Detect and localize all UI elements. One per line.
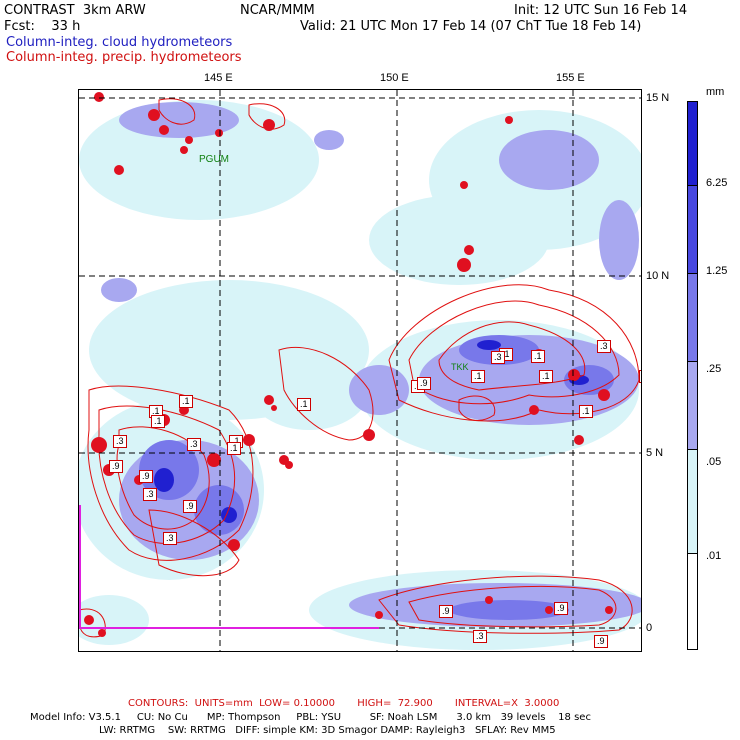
domain-boundary: [79, 505, 379, 629]
contour-value-label: .9: [109, 460, 123, 473]
map-plot-area: PGUM TKK .1.1.3.1.1.3.9.9.3.9.1.1.3.9.1.…: [78, 89, 642, 652]
colorbar-label: .01: [706, 550, 722, 562]
contour-value-label: .1: [539, 370, 553, 383]
map-canvas: PGUM TKK: [79, 90, 641, 651]
contour-value-label: .9: [439, 605, 453, 618]
contour-value-label: .9: [417, 377, 431, 390]
contour-value-label: .9: [554, 602, 568, 615]
contour-value-label: .1: [531, 350, 545, 363]
contour-value-label: .9: [139, 470, 153, 483]
valid-time: Valid: 21 UTC Mon 17 Feb 14 (07 ChT Tue …: [300, 19, 642, 34]
colorbar-segment: [688, 274, 697, 362]
precip-field-title: Column-integ. precip. hydrometeors: [6, 50, 242, 65]
colorbar-segment: [688, 450, 697, 554]
init-time: Init: 12 UTC Sun 16 Feb 14: [514, 3, 688, 18]
contour-value-label: .3: [639, 370, 641, 383]
contour-value-label: .3: [597, 340, 611, 353]
org-label: NCAR/MMM: [240, 3, 315, 18]
contour-info: CONTOURS: UNITS=mm LOW= 0.10000 HIGH= 72…: [128, 698, 560, 709]
lon-label-155: 155 E: [556, 72, 585, 84]
contour-value-label: .1: [151, 415, 165, 428]
colorbar-label: .25: [706, 363, 722, 375]
colorbar-segment: [688, 554, 697, 649]
colorbar-segment: [688, 362, 697, 450]
model-info: Model Info: V3.5.1 CU: No Cu MP: Thompso…: [30, 712, 591, 723]
contour-value-label: .3: [473, 630, 487, 643]
contour-value-label: .3: [143, 488, 157, 501]
contour-value-label: .9: [594, 635, 608, 648]
colorbar-label: 1.25: [706, 265, 728, 277]
contour-value-label: .1: [179, 395, 193, 408]
lat-label-5n: 5 N: [646, 447, 664, 459]
contour-value-label: .3: [187, 438, 201, 451]
colorbar-unit: mm: [706, 86, 725, 98]
contour-value-label: .1: [471, 370, 485, 383]
cloud-field-title: Column-integ. cloud hydrometeors: [6, 35, 233, 50]
contour-value-label: .3: [491, 351, 505, 364]
contour-value-label: .1: [227, 442, 241, 455]
station-label-tkk: TKK: [451, 362, 469, 372]
contour-value-label: .1: [579, 405, 593, 418]
contour-value-label: .3: [163, 532, 177, 545]
contour-value-label: .1: [149, 405, 163, 418]
colorbar: [687, 101, 698, 650]
contour-value-label: .1: [297, 398, 311, 411]
model-title: CONTRAST 3km ARW: [4, 3, 146, 18]
contour-value-label: .9: [183, 500, 197, 513]
colorbar-segment: [688, 102, 697, 186]
colorbar-segment: [688, 186, 697, 274]
contour-value-label: .3: [113, 435, 127, 448]
colorbar-label: 6.25: [706, 177, 728, 189]
lat-label-0: 0: [646, 622, 653, 634]
station-label-pgum: PGUM: [199, 154, 229, 165]
lat-label-15n: 15 N: [646, 92, 670, 104]
colorbar-label: .05: [706, 456, 722, 468]
lat-label-10n: 10 N: [646, 270, 670, 282]
lon-label-145: 145 E: [204, 72, 233, 84]
lon-label-150: 150 E: [380, 72, 409, 84]
model-info-physics: LW: RRTMG SW: RRTMG DIFF: simple KM: 3D …: [99, 725, 556, 736]
forecast-hour: Fcst: 33 h: [4, 19, 81, 34]
